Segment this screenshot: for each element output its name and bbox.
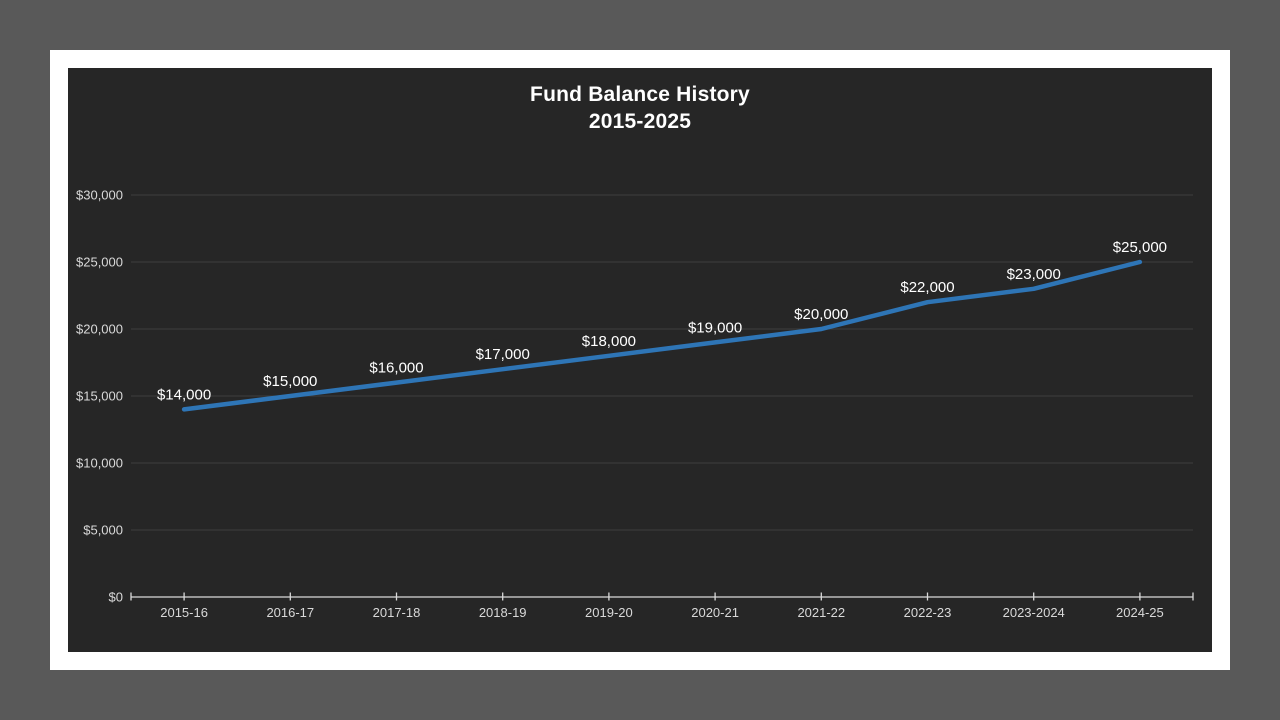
x-axis-tick-label: 2019-20 [585, 605, 633, 620]
data-label: $18,000 [582, 333, 636, 350]
x-axis-tick-label: 2024-25 [1116, 605, 1164, 620]
x-axis-tick-label: 2015-16 [160, 605, 208, 620]
data-label: $25,000 [1113, 239, 1167, 256]
x-axis-tick-label: 2018-19 [479, 605, 527, 620]
y-axis-tick-label: $10,000 [76, 456, 123, 471]
data-label: $14,000 [157, 386, 211, 403]
chart-title-line1: Fund Balance History [530, 83, 750, 106]
data-label: $15,000 [263, 373, 317, 390]
y-axis-tick-label: $25,000 [76, 255, 123, 270]
data-label: $23,000 [1007, 266, 1061, 283]
data-label: $16,000 [369, 360, 423, 377]
y-axis-tick-label: $20,000 [76, 322, 123, 337]
y-axis-tick-label: $5,000 [83, 523, 123, 538]
x-axis-tick-label: 2017-18 [373, 605, 421, 620]
x-axis-tick-label: 2021-22 [797, 605, 845, 620]
y-axis-tick-label: $15,000 [76, 389, 123, 404]
chart-title-line2: 2015-2025 [588, 110, 692, 133]
fund-balance-series-line[interactable] [181, 259, 1143, 412]
x-axis-tick-label: 2016-17 [266, 605, 314, 620]
y-axis-tick-label: $30,000 [76, 188, 123, 203]
presentation-slide: $0 $5,000 $10,000 $15,000 $20,000 $25,000 $30,… [50, 50, 1230, 670]
chart-title: Fund Balance History 2015-2025 [68, 81, 1212, 135]
y-axis-tick-label: $0 [109, 590, 123, 605]
x-axis-tick-label: 2020-21 [691, 605, 739, 620]
data-label: $17,000 [476, 346, 530, 363]
data-label: $19,000 [688, 319, 742, 336]
x-axis-tick-label: 2022-23 [904, 605, 952, 620]
chart-frame[interactable]: $0 $5,000 $10,000 $15,000 $20,000 $25,000 $30,… [68, 68, 1212, 652]
x-axis-tick-label: 2023-2024 [1003, 605, 1065, 620]
fund-balance-line-chart: $0 $5,000 $10,000 $15,000 $20,000 $25,000 $30,… [76, 188, 1194, 620]
data-label: $22,000 [900, 279, 954, 296]
data-label: $20,000 [794, 306, 848, 323]
